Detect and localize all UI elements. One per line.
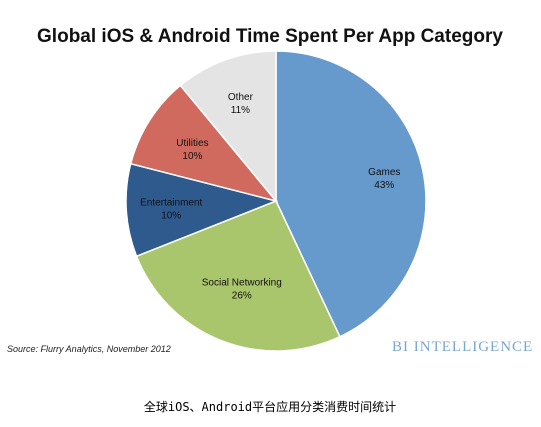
source-note: Source: Flurry Analytics, November 2012 — [7, 344, 171, 354]
image-caption: 全球iOS、Android平台应用分类消费时间统计 — [144, 399, 396, 414]
pie-slice-social-networking — [135, 200, 341, 352]
pie-slice-other — [179, 50, 277, 204]
slice-label-utilities: Utilities 10% — [176, 138, 208, 162]
brand-logo: BI INTELLIGENCE — [392, 339, 533, 355]
pie-slices — [125, 50, 427, 352]
slice-label-social-networking: Social Networking 26% — [202, 278, 282, 302]
pie-slice-entertainment — [125, 162, 279, 258]
pie-slice-utilities — [129, 84, 279, 203]
slice-label-other: Other 11% — [228, 92, 254, 116]
chart-title: Global iOS & Android Time Spent Per App … — [37, 26, 503, 47]
slice-label-entertainment: Entertainment 10% — [140, 198, 202, 222]
pie-labels: Games 43% Social Networking 26% Entertainmen… — [140, 92, 400, 301]
slice-label-games: Games 43% — [368, 167, 400, 191]
pie-slice-games — [275, 50, 427, 338]
